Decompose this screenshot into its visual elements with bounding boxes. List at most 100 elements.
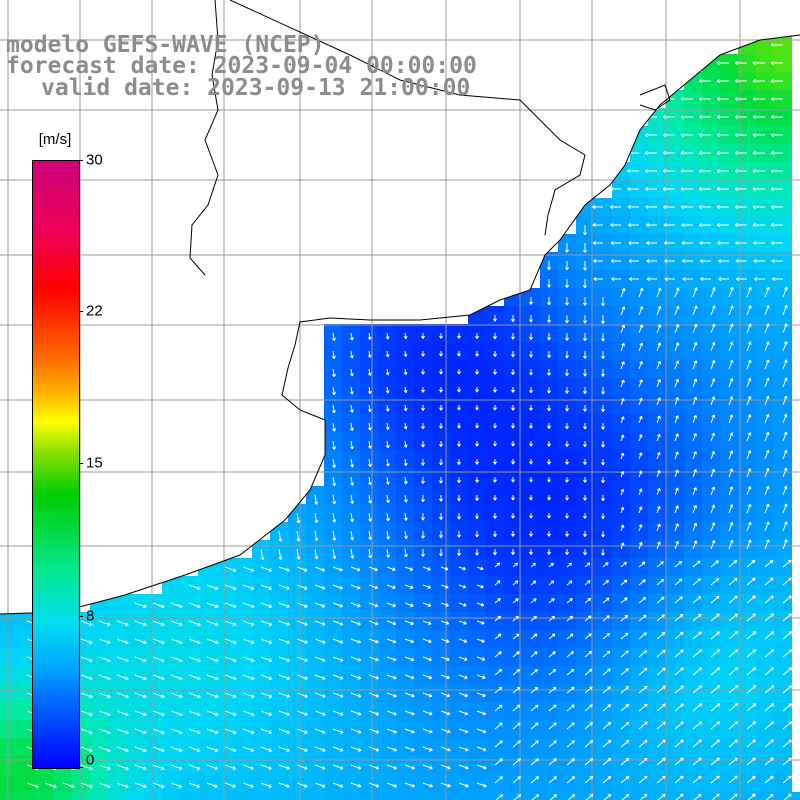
wind-arrow [511, 549, 515, 555]
land-mask [0, 0, 800, 614]
wind-speed-cell [630, 792, 648, 800]
wind-arrow [98, 782, 111, 789]
wind-arrow [476, 728, 487, 734]
wind-arrow [529, 531, 533, 537]
wind-arrow [529, 459, 533, 465]
wind-arrow [656, 469, 661, 478]
wind-arrow [422, 746, 433, 752]
wind-arrow [404, 584, 414, 589]
wind-arrow [638, 524, 643, 532]
wind-arrow [350, 476, 355, 486]
wind-arrow [728, 667, 739, 676]
wind-arrow [656, 596, 665, 604]
wind-arrow [584, 580, 591, 586]
wind-arrow [530, 633, 538, 640]
wind-arrow [529, 333, 533, 340]
wind-arrow [584, 722, 593, 730]
wind-arrow [386, 602, 396, 608]
wind-arrow [656, 757, 666, 766]
wind-speed-cell [486, 792, 504, 800]
wind-arrow [404, 692, 415, 698]
wind-arrow [98, 746, 111, 753]
colorbar-tickmark [79, 311, 83, 312]
wind-arrow [512, 651, 520, 658]
wind-arrow [746, 305, 752, 316]
wind-arrow [782, 286, 788, 298]
wind-arrow [386, 764, 397, 770]
wind-arrow [278, 746, 290, 752]
wind-arrow [439, 333, 443, 339]
wind-arrow [710, 396, 716, 406]
wind-arrow [674, 469, 679, 478]
wind-arrow [386, 548, 391, 558]
wind-arrow [547, 441, 551, 447]
wind-arrow [584, 633, 592, 640]
wind-arrow [710, 486, 716, 496]
wind-arrow [493, 495, 497, 501]
wind-arrow [475, 441, 479, 447]
wind-arrow [764, 559, 774, 568]
wind-arrow [170, 782, 183, 789]
wind-arrow [628, 223, 639, 227]
wind-arrow [764, 449, 770, 460]
wind-arrow [770, 133, 783, 137]
wind-arrow [770, 115, 783, 119]
wind-arrow [440, 656, 450, 662]
wind-arrow [242, 746, 255, 752]
wind-arrow [566, 615, 574, 622]
wind-arrow [404, 620, 414, 626]
wind-arrow [764, 413, 770, 424]
wind-arrow [620, 324, 626, 334]
wind-arrow [332, 656, 344, 662]
wind-arrow [458, 674, 468, 680]
wind-arrow [728, 378, 734, 388]
wind-arrow [314, 584, 326, 590]
wind-arrow [494, 758, 503, 766]
wind-arrow [674, 631, 684, 640]
valid-date-label: valid date: 2023-09-13 21:00:00 [41, 75, 471, 101]
wind-arrow [638, 306, 644, 316]
wind-arrow [728, 649, 739, 658]
wind-arrow [620, 721, 630, 730]
wind-arrow [645, 223, 657, 227]
wind-arrow [242, 710, 255, 717]
wind-arrow [260, 602, 273, 608]
wind-arrow [664, 277, 675, 281]
wind-arrow [314, 674, 326, 680]
wind-speed-cell [432, 792, 450, 800]
wind-arrow [493, 333, 497, 340]
wind-arrow [764, 775, 774, 784]
wind-arrow [656, 561, 664, 568]
wind-arrow [206, 602, 219, 609]
wind-arrow [699, 241, 711, 245]
wind-arrow [476, 710, 487, 716]
wind-arrow [170, 746, 183, 753]
wind-arrow [782, 467, 788, 478]
wind-arrow [421, 549, 425, 557]
wind-arrow [674, 487, 679, 496]
wind-arrow [134, 638, 147, 645]
wind-arrow [188, 746, 201, 753]
wind-arrow [511, 531, 515, 537]
wind-arrow [332, 530, 337, 541]
wind-arrow [62, 782, 75, 789]
wind-arrow [638, 361, 643, 370]
wind-arrow [458, 692, 468, 698]
wind-arrow [710, 685, 721, 694]
wind-arrow [350, 728, 362, 734]
wind-arrow [638, 650, 648, 658]
wind-arrow [716, 79, 729, 83]
wind-speed-cell [72, 792, 90, 800]
wind-arrow [728, 504, 734, 514]
wind-arrow [638, 614, 647, 622]
wind-arrow [692, 414, 698, 424]
wind-arrow [611, 277, 621, 281]
wind-arrow [152, 692, 165, 699]
wind-arrow [770, 205, 783, 209]
wind-arrow [728, 396, 734, 406]
wind-arrow [511, 441, 515, 447]
wind-arrow [764, 377, 770, 388]
wind-arrow [98, 620, 111, 627]
wind-arrow [644, 169, 657, 173]
wind-arrow [350, 602, 361, 608]
